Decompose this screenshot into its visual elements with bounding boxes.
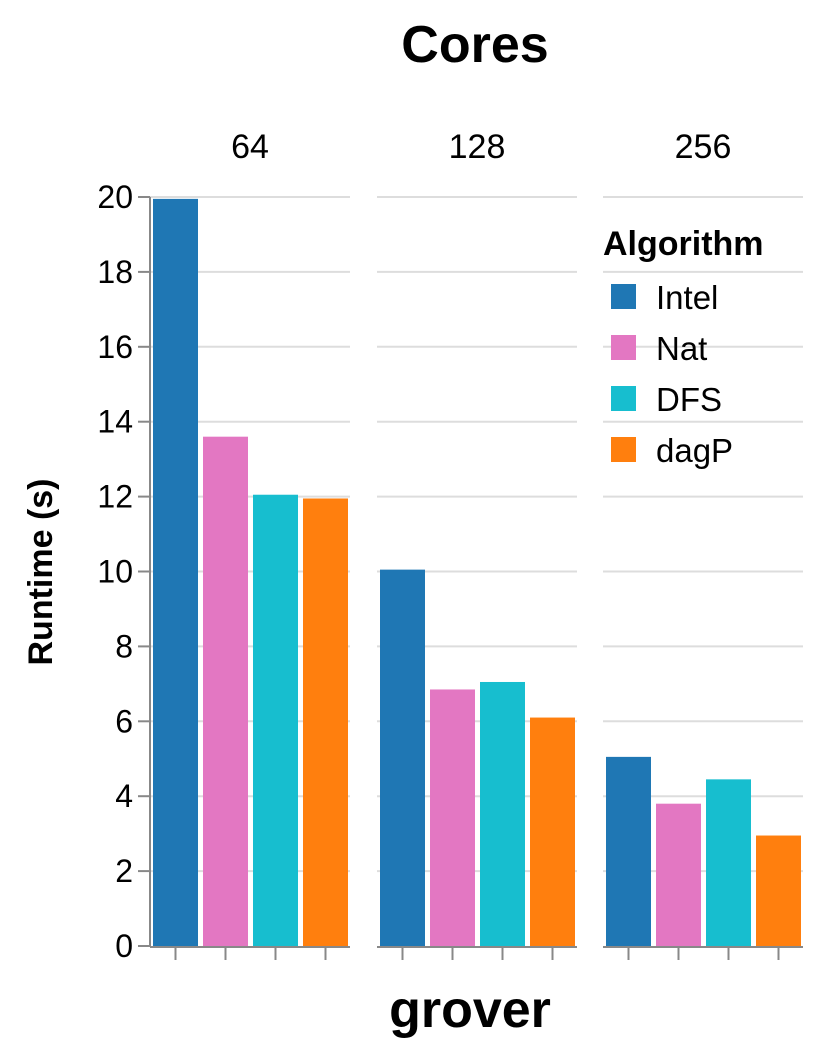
y-tick-label: 6: [115, 703, 133, 739]
legend-swatch-intel: [611, 284, 636, 309]
facet-label-128: 128: [449, 128, 506, 166]
y-tick-label: 14: [97, 404, 133, 440]
x-axis-label: grover: [389, 981, 551, 1039]
legend-swatch-nat: [611, 335, 636, 360]
legend: Algorithm Intel Nat DFS dagP: [603, 225, 764, 469]
bar-intel-128: [380, 569, 425, 946]
legend-swatch-dagp: [611, 437, 636, 462]
bar-dagp-128: [530, 717, 575, 946]
legend-title: Algorithm: [603, 225, 764, 263]
bar-dagp-64: [303, 498, 348, 946]
y-tick-label: 0: [115, 928, 133, 964]
legend-label-dagp: dagP: [656, 432, 733, 469]
y-tick-label: 4: [115, 778, 133, 814]
legend-label-nat: Nat: [656, 330, 707, 367]
facet-label-256: 256: [675, 128, 732, 166]
bar-dfs-64: [253, 494, 298, 946]
bar-nat-128: [430, 689, 475, 946]
facet-label-64: 64: [231, 128, 269, 166]
y-tick-label: 16: [97, 329, 133, 365]
x-ticks: [150, 946, 803, 960]
bars: [153, 198, 801, 946]
y-tick-label: 10: [97, 554, 133, 590]
y-tick-label: 12: [97, 479, 133, 515]
bar-dfs-128: [480, 681, 525, 946]
bar-intel-64: [153, 198, 198, 946]
y-axis: 0 2 4 6 8 10 12 14 16 18 20: [97, 179, 151, 964]
bar-intel-256: [606, 756, 651, 946]
bar-dfs-256: [706, 779, 751, 946]
legend-label-dfs: DFS: [656, 381, 722, 418]
bar-dagp-256: [756, 835, 801, 946]
legend-swatch-dfs: [611, 386, 636, 411]
legend-label-intel: Intel: [656, 279, 718, 316]
y-tick-label: 18: [97, 254, 133, 290]
bar-nat-256: [656, 803, 701, 946]
y-tick-label: 20: [97, 179, 133, 215]
y-tick-label: 2: [115, 853, 133, 889]
y-axis-label: Runtime (s): [22, 479, 60, 666]
chart-title: Cores: [401, 16, 548, 74]
y-tick-label: 8: [115, 628, 133, 664]
facet-labels: 64 128 256: [231, 128, 731, 166]
bar-nat-64: [203, 436, 248, 946]
